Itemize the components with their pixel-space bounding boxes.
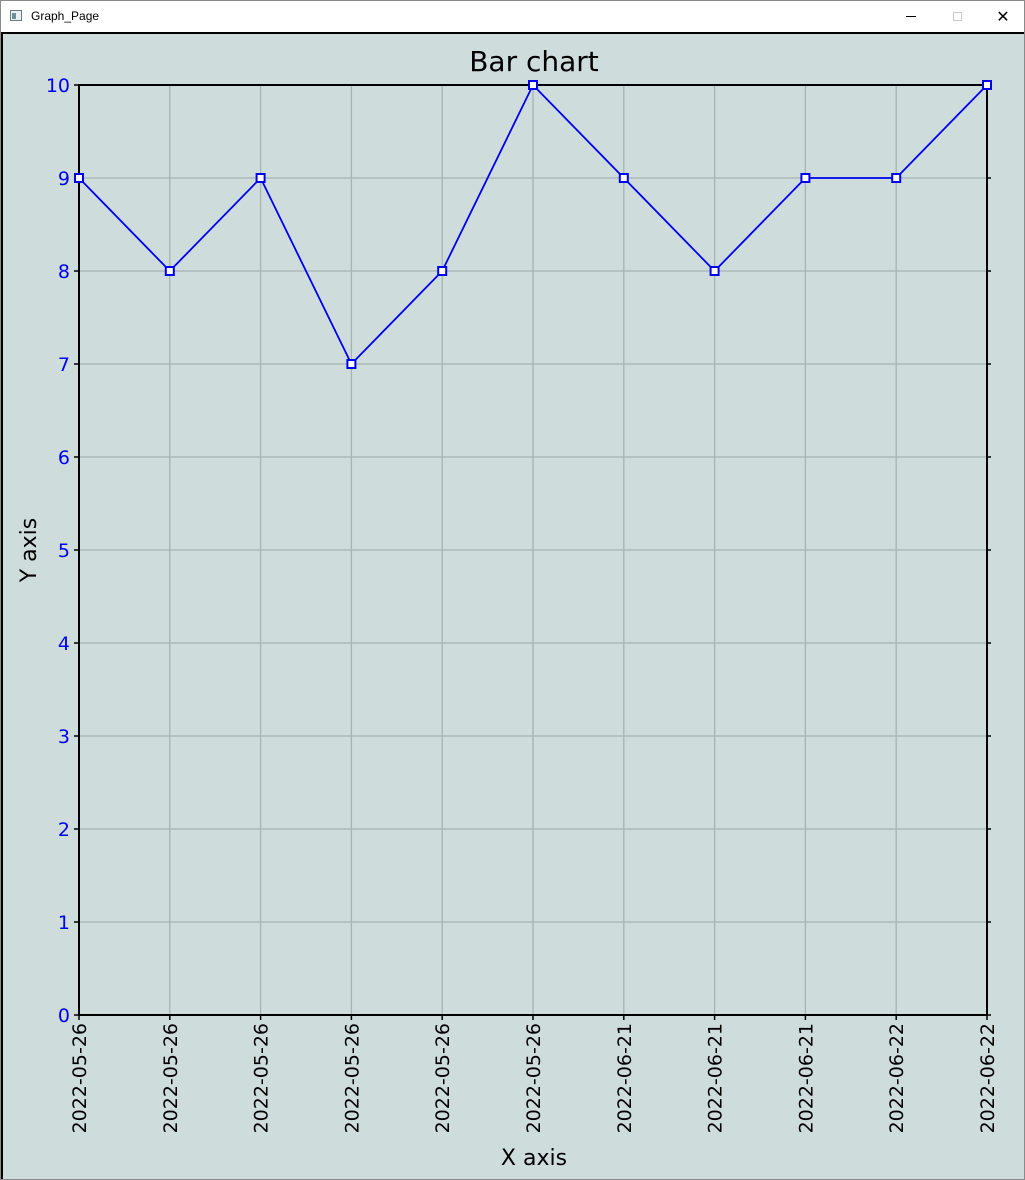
maximize-button[interactable] [934,1,980,32]
x-tick-label: 2022-06-21 [795,1023,817,1133]
x-tick-label: 2022-06-21 [614,1023,636,1133]
chart-title: Bar chart [469,45,599,78]
x-tick-label: 2022-05-26 [523,1023,545,1133]
y-tick-label: 0 [58,1005,70,1027]
y-axis-label: Y axis [17,518,42,584]
y-tick-label: 10 [46,75,70,97]
line-chart: Bar chart X axis Y axis 0 1 2 3 4 5 6 7 8 9 10 2022… [17,45,999,1171]
data-point-marker [709,266,720,276]
y-tick-label: 2 [58,819,70,841]
close-icon: ✕ [996,6,1010,26]
maximize-icon [952,12,962,21]
data-point-marker [164,266,175,276]
y-tick-label: 1 [58,912,70,934]
y-tick-label: 8 [58,261,70,283]
y-tick-label: 4 [58,633,70,655]
y-tick-label: 6 [58,447,70,469]
y-tick-label: 5 [58,540,70,562]
data-point-marker [255,173,266,183]
y-tick-label: 9 [58,168,70,190]
app-icon [10,10,22,21]
x-axis-label: X axis [501,1146,567,1171]
data-point-marker [891,173,902,183]
data-point-marker [346,359,357,369]
window-title: Graph_Page [31,9,100,23]
y-tick-label: 3 [58,726,70,748]
x-tick-label: 2022-06-22 [977,1023,999,1133]
x-tick-label: 2022-06-21 [705,1023,727,1133]
data-point-marker [800,173,811,183]
chart-area: Bar chart X axis Y axis 0 1 2 3 4 5 6 7 8 9 10 2022… [1,32,1024,1179]
y-tick-label: 7 [58,354,70,376]
close-button[interactable]: ✕ [980,1,1025,32]
x-tick-label: 2022-06-22 [886,1023,908,1133]
x-tick-label: 2022-05-26 [251,1023,273,1133]
data-point-marker [982,80,992,90]
data-point-marker [74,173,84,183]
data-point-marker [528,80,538,90]
minimize-icon [906,16,916,17]
x-tick-label: 2022-05-26 [432,1023,454,1133]
x-tick-label: 2022-05-26 [160,1023,182,1133]
minimize-button[interactable] [888,1,934,32]
data-point-marker [618,173,629,183]
x-tick-label: 2022-05-26 [341,1023,363,1133]
data-point-marker [437,266,448,276]
x-tick-label: 2022-05-26 [69,1023,91,1133]
title-bar[interactable]: Graph_Page ✕ [1,1,1024,32]
